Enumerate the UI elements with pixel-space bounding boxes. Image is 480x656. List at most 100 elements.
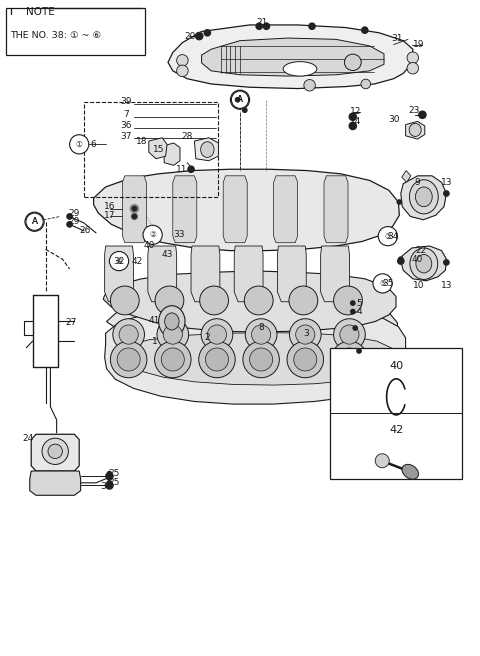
Polygon shape xyxy=(122,176,146,243)
Polygon shape xyxy=(149,138,167,159)
Circle shape xyxy=(113,319,144,350)
Text: 3: 3 xyxy=(303,329,309,338)
Text: 40: 40 xyxy=(389,361,403,371)
Circle shape xyxy=(338,348,361,371)
Circle shape xyxy=(418,110,427,119)
Circle shape xyxy=(378,226,397,246)
Text: 40: 40 xyxy=(143,241,155,251)
Polygon shape xyxy=(194,138,218,161)
Circle shape xyxy=(235,97,240,102)
Circle shape xyxy=(350,309,356,314)
Polygon shape xyxy=(191,246,220,302)
Circle shape xyxy=(250,348,273,371)
Circle shape xyxy=(397,257,405,265)
Circle shape xyxy=(67,222,72,227)
Circle shape xyxy=(177,54,188,66)
Text: 12: 12 xyxy=(349,107,361,116)
Circle shape xyxy=(187,165,195,173)
Circle shape xyxy=(398,256,404,262)
Text: 37: 37 xyxy=(120,132,132,141)
Circle shape xyxy=(230,90,250,110)
Text: 7: 7 xyxy=(123,110,129,119)
Circle shape xyxy=(155,341,191,378)
Circle shape xyxy=(243,341,279,378)
Circle shape xyxy=(130,204,139,213)
Circle shape xyxy=(155,286,184,315)
Text: 32: 32 xyxy=(113,256,125,266)
Polygon shape xyxy=(105,304,406,404)
Polygon shape xyxy=(94,169,399,251)
Circle shape xyxy=(205,348,228,371)
Text: 39: 39 xyxy=(120,97,132,106)
Circle shape xyxy=(109,251,129,271)
Circle shape xyxy=(204,29,211,37)
Text: ③: ③ xyxy=(384,232,391,241)
Circle shape xyxy=(289,286,318,315)
Polygon shape xyxy=(173,176,197,243)
Circle shape xyxy=(255,22,263,30)
Polygon shape xyxy=(274,176,298,243)
Text: 3: 3 xyxy=(100,482,106,491)
Polygon shape xyxy=(324,176,348,243)
Polygon shape xyxy=(401,176,446,220)
Circle shape xyxy=(105,472,114,481)
Text: 15: 15 xyxy=(153,145,164,154)
Circle shape xyxy=(373,274,392,293)
Bar xyxy=(84,102,218,197)
Text: ④: ④ xyxy=(116,256,122,266)
Text: 18: 18 xyxy=(136,136,147,146)
Polygon shape xyxy=(31,434,79,471)
Circle shape xyxy=(294,348,317,371)
Circle shape xyxy=(350,114,356,119)
Text: THE NO. 38: ① ~ ⑥: THE NO. 38: ① ~ ⑥ xyxy=(11,31,102,40)
Polygon shape xyxy=(116,333,398,385)
Circle shape xyxy=(289,319,321,350)
Text: 21: 21 xyxy=(256,18,267,28)
Text: 43: 43 xyxy=(161,250,173,259)
Text: 13: 13 xyxy=(441,178,452,187)
Circle shape xyxy=(350,300,356,306)
Text: A: A xyxy=(32,217,37,226)
Ellipse shape xyxy=(375,454,389,468)
Polygon shape xyxy=(401,246,446,281)
Circle shape xyxy=(177,65,188,77)
Polygon shape xyxy=(321,246,349,302)
Circle shape xyxy=(308,22,316,30)
Ellipse shape xyxy=(416,255,432,273)
Polygon shape xyxy=(277,246,306,302)
Polygon shape xyxy=(402,171,411,182)
Text: 16: 16 xyxy=(104,202,115,211)
Circle shape xyxy=(161,348,184,371)
Text: 2: 2 xyxy=(204,333,210,342)
Circle shape xyxy=(107,480,112,485)
Circle shape xyxy=(110,341,147,378)
Circle shape xyxy=(296,325,315,344)
Text: 25: 25 xyxy=(108,478,120,487)
Polygon shape xyxy=(234,246,263,302)
Circle shape xyxy=(244,286,273,315)
Text: A: A xyxy=(237,95,243,104)
Circle shape xyxy=(201,319,233,350)
Circle shape xyxy=(199,341,235,378)
Text: 11: 11 xyxy=(176,165,187,174)
Ellipse shape xyxy=(283,62,317,76)
Circle shape xyxy=(242,108,248,113)
Text: 6: 6 xyxy=(91,140,96,149)
Circle shape xyxy=(331,341,368,378)
Text: 42: 42 xyxy=(131,256,143,266)
Polygon shape xyxy=(164,143,180,165)
Circle shape xyxy=(361,26,369,34)
Circle shape xyxy=(348,112,357,121)
Text: 25: 25 xyxy=(108,469,120,478)
Circle shape xyxy=(70,134,89,154)
Circle shape xyxy=(119,325,138,344)
Ellipse shape xyxy=(165,313,179,330)
Circle shape xyxy=(231,91,249,108)
Text: 35: 35 xyxy=(382,279,394,288)
Text: 9: 9 xyxy=(415,178,420,187)
Circle shape xyxy=(132,214,137,219)
Text: 40: 40 xyxy=(412,255,423,264)
Circle shape xyxy=(25,212,44,232)
Ellipse shape xyxy=(345,54,361,70)
Text: 28: 28 xyxy=(181,132,193,141)
